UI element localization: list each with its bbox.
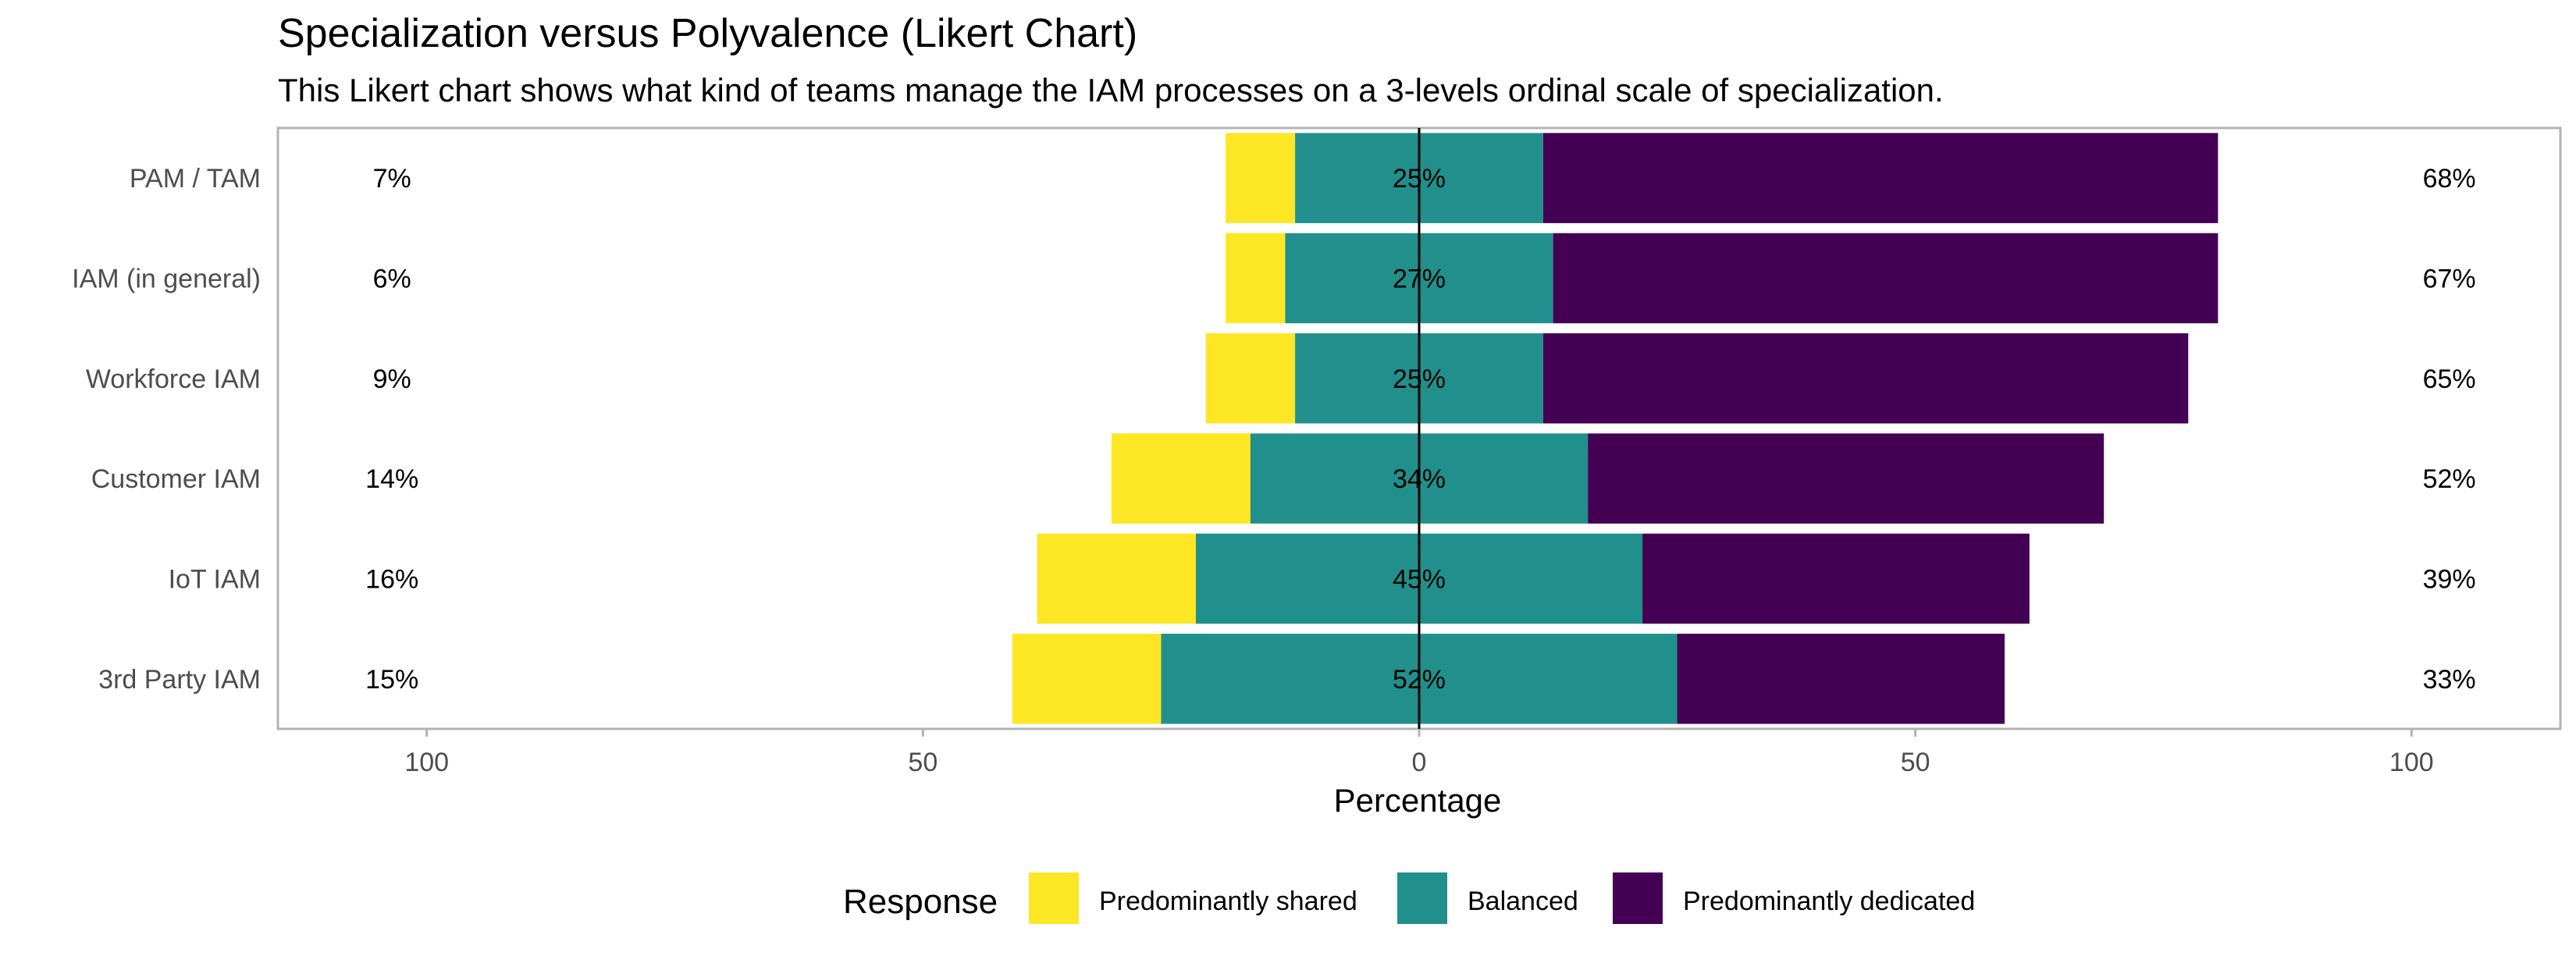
bar-shared [1226, 233, 1286, 324]
chart-subtitle: This Likert chart shows what kind of tea… [278, 72, 1944, 108]
left-percent-label: 7% [373, 164, 411, 194]
x-tick-label: 50 [1901, 748, 1930, 777]
bar-shared [1012, 634, 1162, 724]
category-label: IAM (in general) [72, 265, 261, 294]
x-tick-label: 0 [1412, 748, 1427, 777]
legend-swatch-balanced [1397, 872, 1447, 924]
x-axis: 100 50 0 50 100 [404, 729, 2434, 777]
legend-swatch-dedicated [1613, 872, 1663, 924]
bars-layer [1012, 133, 2218, 724]
left-percent-label: 6% [373, 265, 411, 294]
legend-label-shared: Predominantly shared [1099, 887, 1357, 916]
bar-dedicated [1542, 133, 2218, 223]
left-percent-label: 14% [365, 464, 418, 494]
bar-dedicated [1588, 433, 2105, 524]
bar-shared [1111, 433, 1251, 524]
bar-dedicated [1553, 233, 2218, 324]
left-percent-label: 15% [365, 665, 418, 695]
chart-title: Specialization versus Polyvalence (Liker… [278, 11, 1137, 56]
legend-swatch-shared [1029, 872, 1079, 924]
right-percent-label: 68% [2423, 164, 2476, 194]
category-label: IoT IAM [169, 565, 261, 595]
right-percent-label: 33% [2423, 665, 2476, 695]
x-axis-title: Percentage [1334, 782, 1502, 819]
legend-label-dedicated: Predominantly dedicated [1683, 887, 1975, 916]
left-percent-label: 9% [373, 364, 411, 394]
bar-shared [1226, 133, 1296, 223]
category-label: PAM / TAM [130, 164, 261, 194]
bar-shared [1037, 533, 1196, 624]
right-percent-label: 39% [2423, 565, 2476, 595]
right-percent-label: 52% [2423, 464, 2476, 494]
bar-dedicated [1642, 533, 2030, 624]
category-label: 3rd Party IAM [98, 665, 261, 695]
left-percent-label: 16% [365, 565, 418, 595]
right-percent-label: 67% [2423, 265, 2476, 294]
right-percent-label: 65% [2423, 364, 2476, 394]
x-tick-label: 50 [908, 748, 938, 777]
category-label: Workforce IAM [86, 364, 261, 394]
category-label: Customer IAM [91, 464, 261, 494]
legend-label-balanced: Balanced [1468, 887, 1578, 916]
bar-dedicated [1677, 634, 2005, 724]
bar-shared [1205, 333, 1296, 424]
x-tick-label: 100 [404, 748, 449, 777]
legend: Response Predominantly shared Balanced Pred… [843, 872, 1975, 924]
legend-title: Response [843, 883, 998, 921]
x-tick-label: 100 [2389, 748, 2434, 777]
bar-dedicated [1542, 333, 2189, 424]
